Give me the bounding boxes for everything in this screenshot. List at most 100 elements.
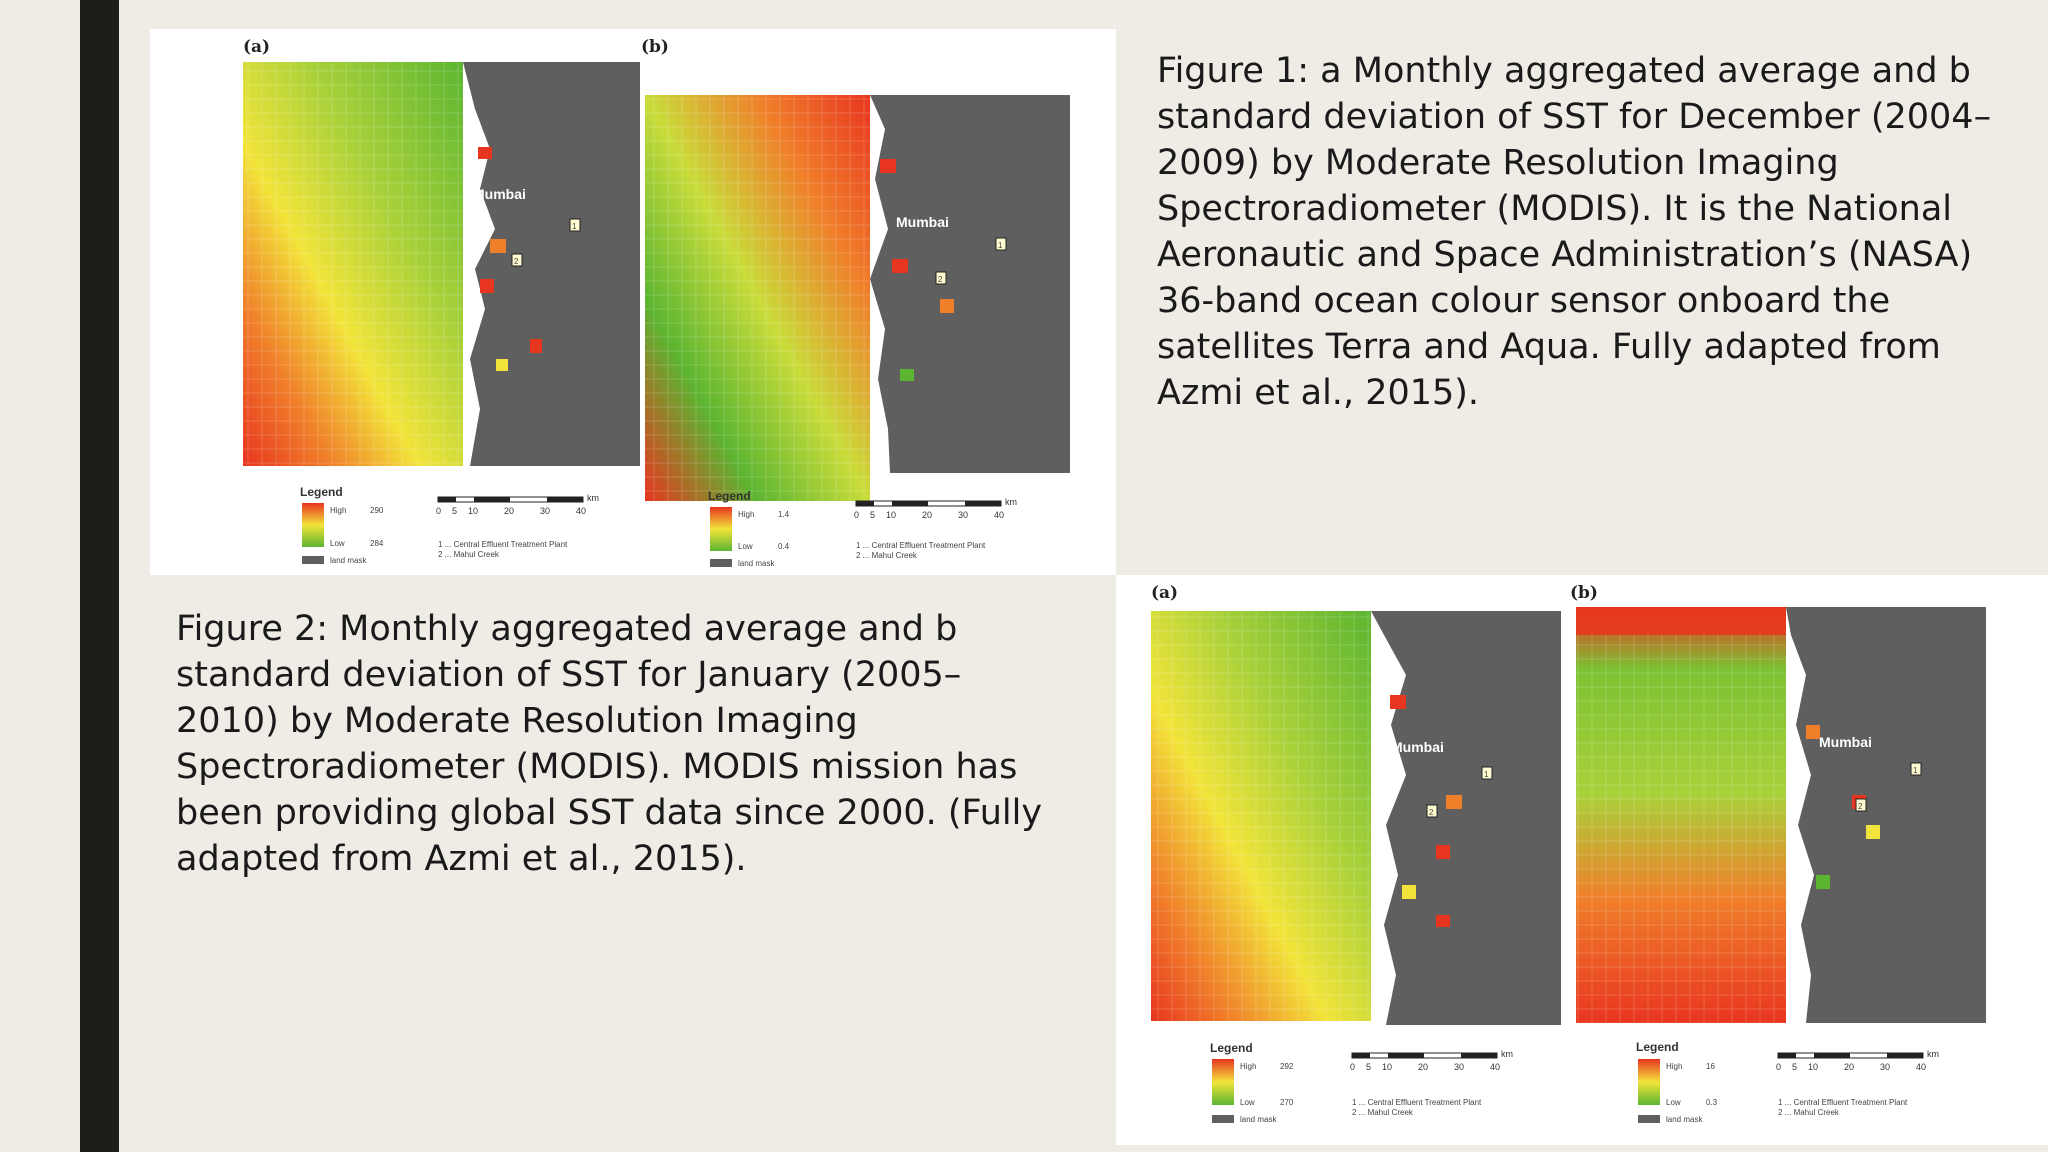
scale-tick: 30 [1454, 1062, 1464, 1072]
site-marker-label: 2 [1858, 802, 1863, 811]
coast-cell [880, 159, 896, 173]
land-mask [870, 95, 1070, 473]
figure1-panel-a: (a) Mumbai 1 2 Legend High 290 Low 284 l… [243, 37, 640, 565]
figure2-image: (a) Mumbai 1 2 Legend High 292 Low 270 l… [1116, 575, 2048, 1145]
scale-tick: 0 [854, 510, 859, 520]
site-marker-label: 2 [514, 257, 519, 266]
site-note: 2 ... Mahul Creek [438, 550, 500, 559]
top-band [1576, 607, 1786, 635]
scale-tick: 30 [1880, 1062, 1890, 1072]
scale-tick: 20 [922, 510, 932, 520]
grid-cells [645, 95, 870, 501]
scale-unit: km [1501, 1049, 1513, 1059]
land-mask [1371, 611, 1561, 1025]
scale-tick: 30 [540, 506, 550, 516]
city-label: Mumbai [1391, 739, 1444, 755]
legend-low-value: 284 [370, 539, 384, 548]
scale-unit: km [587, 493, 599, 503]
city-label: Mumbai [473, 186, 526, 202]
site-marker-box [935, 271, 947, 285]
legend-low-label: Low [1240, 1098, 1255, 1107]
figure1-panel-b: (b) Mumbai 1 2 Legend High 1.4 Low 0.4 l… [641, 37, 1070, 568]
scale-tick: 0 [1776, 1062, 1781, 1072]
legend-title: Legend [708, 489, 751, 503]
site-marker-box [1481, 766, 1493, 780]
scale-tick: 20 [1418, 1062, 1428, 1072]
legend-high-label: High [1666, 1062, 1682, 1071]
scale-tick: 20 [1844, 1062, 1854, 1072]
coast-cell [1446, 795, 1462, 809]
land-mask [1786, 607, 1986, 1023]
coast-cell [940, 299, 954, 313]
legend-land-swatch [302, 556, 324, 564]
site-note: 1 ... Central Effluent Treatment Plant [1352, 1098, 1482, 1107]
scale-tick: 10 [1808, 1062, 1818, 1072]
site-marker-box [995, 237, 1007, 251]
site-marker-box [1426, 804, 1438, 818]
land-mask [463, 62, 640, 466]
site-marker-box [569, 218, 581, 232]
scale-tick: 30 [958, 510, 968, 520]
legend-color-ramp [1212, 1059, 1234, 1105]
site-marker-label: 1 [1913, 766, 1918, 775]
scale-tick: 40 [994, 510, 1004, 520]
site-marker-label: 1 [998, 241, 1003, 250]
legend-title: Legend [300, 485, 343, 499]
scale-tick: 10 [886, 510, 896, 520]
scale-tick: 40 [576, 506, 586, 516]
legend-mask-label: land mask [738, 559, 775, 568]
legend-color-ramp [302, 503, 324, 547]
scale-bar: km 0 5 10 20 30 40 [854, 497, 1017, 520]
site-marker-label: 1 [572, 222, 577, 231]
coast-cell [1436, 915, 1450, 927]
legend-land-swatch [1212, 1115, 1234, 1123]
scale-tick: 10 [468, 506, 478, 516]
panel-label: (b) [1570, 583, 1598, 603]
grid-cells [1151, 611, 1371, 1021]
scale-tick: 5 [870, 510, 875, 520]
legend-high-value: 16 [1706, 1062, 1715, 1071]
legend-low-value: 0.3 [1706, 1098, 1718, 1107]
panel-label: (a) [1151, 583, 1178, 603]
legend-low-label: Low [1666, 1098, 1681, 1107]
site-marker-box [511, 253, 523, 267]
coast-cell [478, 147, 492, 159]
figure2-caption: Figure 2: Monthly aggregated average and… [176, 609, 1043, 879]
legend-high-label: High [330, 506, 346, 515]
legend-low-label: Low [738, 542, 753, 551]
scale-tick: 40 [1490, 1062, 1500, 1072]
site-marker-label: 2 [938, 275, 943, 284]
site-note: 1 ... Central Effluent Treatment Plant [1778, 1098, 1908, 1107]
legend-low-value: 0.4 [778, 542, 790, 551]
legend-low-label: Low [330, 539, 345, 548]
scale-tick: 5 [1366, 1062, 1371, 1072]
scale-tick: 10 [1382, 1062, 1392, 1072]
scale-tick: 0 [436, 506, 441, 516]
scale-tick: 40 [1916, 1062, 1926, 1072]
site-note: 2 ... Mahul Creek [1352, 1108, 1414, 1117]
legend-mask-label: land mask [1666, 1115, 1703, 1124]
site-note: 1 ... Central Effluent Treatment Plant [856, 541, 986, 550]
coast-cell [1436, 845, 1450, 859]
figure1-image: (a) Mumbai 1 2 Legend High 290 Low 284 l… [150, 29, 1116, 575]
scale-unit: km [1927, 1049, 1939, 1059]
coast-cell [900, 369, 914, 381]
scale-tick: 20 [504, 506, 514, 516]
legend-high-label: High [1240, 1062, 1256, 1071]
legend-high-value: 292 [1280, 1062, 1294, 1071]
grid-cells [1576, 607, 1786, 1023]
site-marker-box [1910, 762, 1922, 776]
legend-high-label: High [738, 510, 754, 519]
city-label: Mumbai [1819, 734, 1872, 750]
coast-cell [1816, 875, 1830, 889]
site-marker-label: 2 [1429, 808, 1434, 817]
slide-accent-bar [80, 0, 119, 1152]
coast-cell [480, 279, 494, 293]
scale-tick: 0 [1350, 1062, 1355, 1072]
scale-tick: 5 [1792, 1062, 1797, 1072]
legend-title: Legend [1210, 1041, 1253, 1055]
grid-cells [243, 62, 463, 466]
city-label: Mumbai [896, 214, 949, 230]
legend-land-swatch [1638, 1115, 1660, 1123]
site-note: 1 ... Central Effluent Treatment Plant [438, 540, 568, 549]
